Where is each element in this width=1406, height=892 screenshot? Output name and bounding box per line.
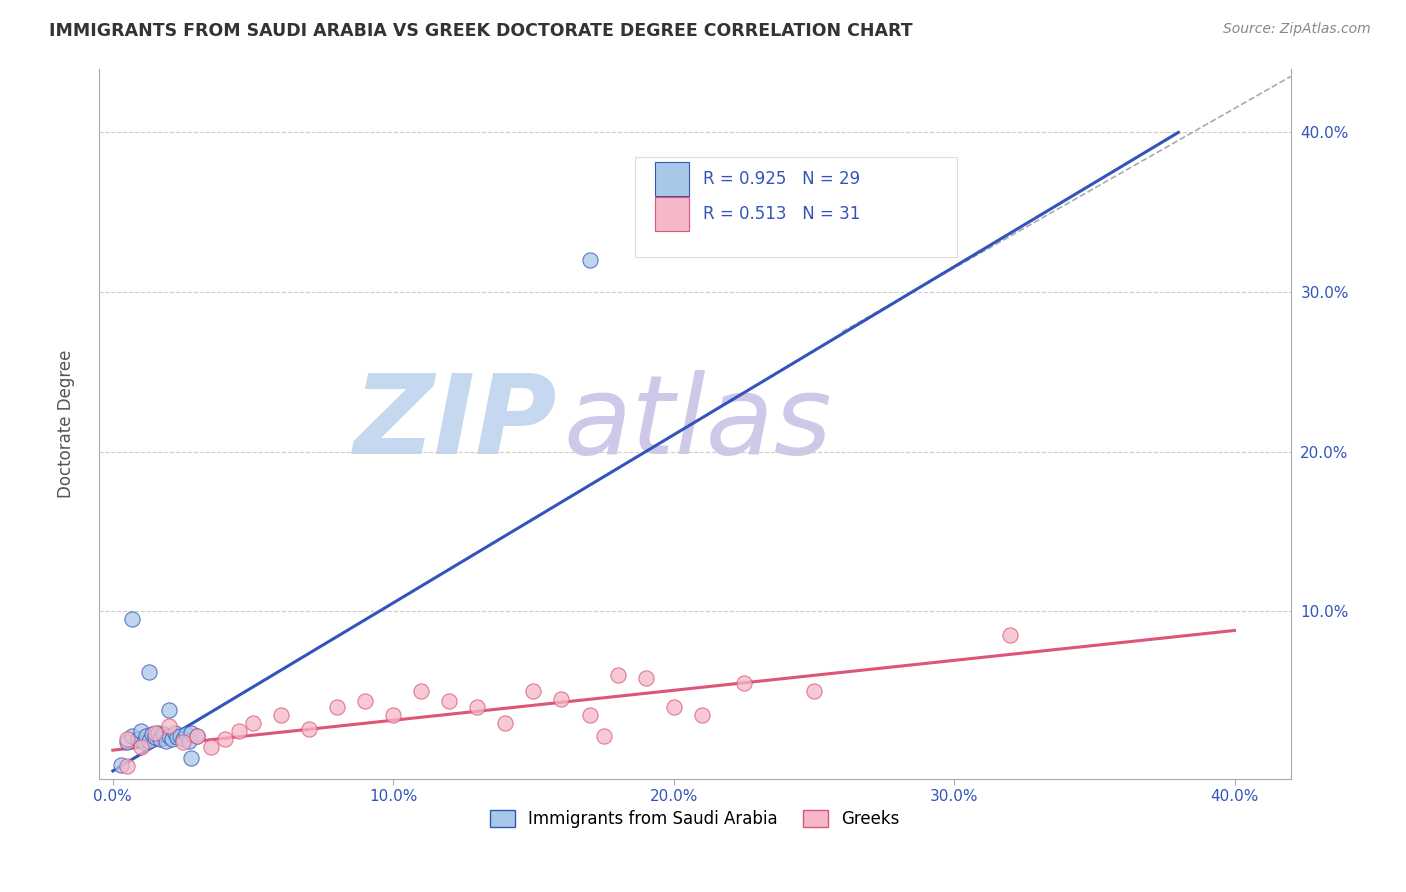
Point xyxy=(157,729,180,743)
Point xyxy=(298,723,321,737)
Point xyxy=(143,731,166,745)
Point xyxy=(522,684,544,698)
Point xyxy=(166,731,188,745)
Point xyxy=(214,731,236,746)
Point xyxy=(152,727,174,741)
Point xyxy=(132,735,155,749)
Point xyxy=(172,735,194,749)
Point xyxy=(382,708,405,723)
Point xyxy=(180,725,202,739)
Point xyxy=(172,731,194,746)
Point xyxy=(138,665,160,679)
Point xyxy=(634,671,657,685)
Point xyxy=(467,700,489,714)
Point xyxy=(146,725,169,739)
Point xyxy=(550,692,572,706)
Point xyxy=(411,684,433,698)
Point xyxy=(578,253,600,268)
Point xyxy=(578,708,600,723)
Point xyxy=(143,725,166,739)
Point xyxy=(998,628,1021,642)
Point xyxy=(115,759,138,773)
Point xyxy=(186,729,208,743)
Point xyxy=(177,733,200,747)
Point xyxy=(149,731,172,746)
Point xyxy=(127,731,149,746)
Point xyxy=(141,727,163,741)
Bar xyxy=(655,197,689,231)
Point xyxy=(174,727,197,741)
Point xyxy=(326,700,349,714)
Point xyxy=(160,731,183,746)
FancyBboxPatch shape xyxy=(636,157,957,257)
Point xyxy=(115,731,138,746)
Point xyxy=(606,668,628,682)
Point xyxy=(180,751,202,765)
Point xyxy=(494,716,516,731)
Point xyxy=(439,694,461,708)
Point xyxy=(733,676,755,690)
Legend: Immigrants from Saudi Arabia, Greeks: Immigrants from Saudi Arabia, Greeks xyxy=(484,803,907,835)
Point xyxy=(115,735,138,749)
Text: R = 0.513   N = 31: R = 0.513 N = 31 xyxy=(703,205,860,223)
Point xyxy=(662,700,685,714)
Point xyxy=(135,729,157,743)
Point xyxy=(110,757,132,772)
Point xyxy=(157,719,180,733)
Point xyxy=(129,724,152,739)
Point xyxy=(592,729,614,743)
Point xyxy=(129,739,152,754)
Point xyxy=(270,708,292,723)
Point xyxy=(186,729,208,743)
Point xyxy=(228,724,250,739)
Text: ZIP: ZIP xyxy=(354,370,558,477)
Text: Source: ZipAtlas.com: Source: ZipAtlas.com xyxy=(1223,22,1371,37)
Point xyxy=(157,703,180,717)
Point xyxy=(803,684,825,698)
Point xyxy=(690,708,713,723)
Text: atlas: atlas xyxy=(564,370,832,477)
Point xyxy=(121,612,143,626)
Y-axis label: Doctorate Degree: Doctorate Degree xyxy=(58,350,75,498)
Point xyxy=(242,716,264,731)
Bar xyxy=(655,161,689,195)
Point xyxy=(354,694,377,708)
Point xyxy=(200,739,222,754)
Point xyxy=(138,733,160,747)
Text: IMMIGRANTS FROM SAUDI ARABIA VS GREEK DOCTORATE DEGREE CORRELATION CHART: IMMIGRANTS FROM SAUDI ARABIA VS GREEK DO… xyxy=(49,22,912,40)
Point xyxy=(163,725,186,739)
Text: R = 0.925   N = 29: R = 0.925 N = 29 xyxy=(703,169,860,187)
Point xyxy=(155,733,177,747)
Point xyxy=(121,729,143,743)
Point xyxy=(169,729,191,743)
